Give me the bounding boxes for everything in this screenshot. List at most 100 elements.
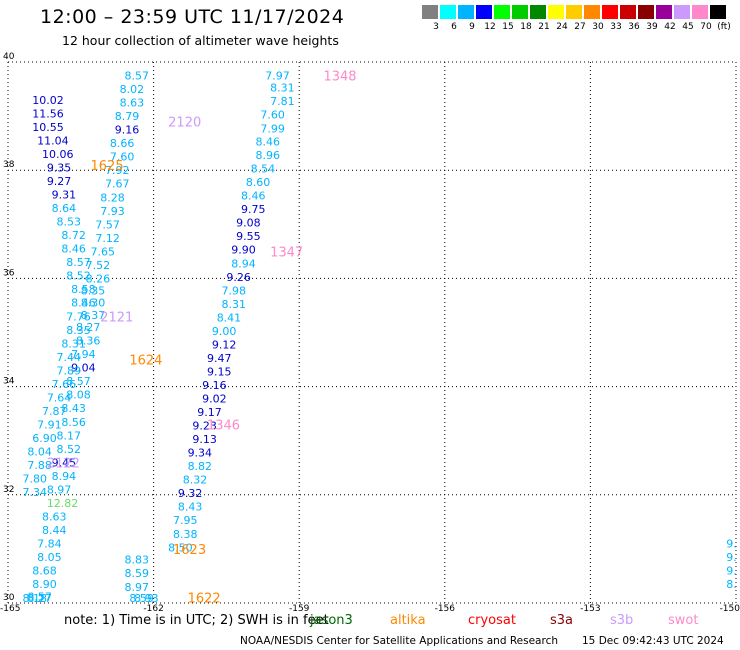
color-scale-swatch: [548, 5, 564, 19]
wave-height-value: 8.46: [61, 243, 86, 256]
wave-height-value: 8.52: [57, 443, 82, 456]
wave-height-value: 9.17: [197, 406, 222, 419]
wave-height-value: 7.94: [71, 348, 96, 361]
color-scale-swatch: [458, 5, 474, 19]
wave-height-value: 8.17: [57, 429, 82, 442]
longitude-tick-label: -159: [289, 604, 310, 614]
wave-height-value: 7.92: [105, 164, 130, 177]
latitude-tick-label: 32: [3, 485, 14, 495]
color-scale-swatch: [710, 5, 726, 19]
wave-height-value: 8.93: [134, 592, 159, 605]
footer-credit: NOAA/NESDIS Center for Satellite Applica…: [240, 635, 558, 647]
wave-height-value: 8.54: [251, 163, 276, 176]
wave-height-value: 10.02: [32, 94, 64, 107]
color-scale-swatch: [620, 5, 636, 19]
wave-height-value: 9.47: [207, 352, 232, 365]
satellite-legend: jason3 altika cryosat s3a s3b swot: [310, 613, 740, 631]
latitude-tick-label: 38: [3, 160, 15, 170]
track-id-label: 1624: [129, 354, 162, 369]
wave-height-value: 7.87: [42, 405, 66, 418]
wave-height-value: 9.16: [115, 124, 140, 137]
wave-height-value: 8.56: [61, 416, 86, 429]
track-id-label: 2122: [47, 456, 80, 471]
wave-height-value: 9.15: [207, 365, 232, 378]
wave-height-value: 7.98: [222, 284, 247, 297]
color-scale-swatch: [530, 5, 546, 19]
wave-height-value: 8.68: [32, 565, 57, 578]
wave-height-value: 7.65: [91, 245, 116, 258]
color-scale-swatch: [656, 5, 672, 19]
latitude-tick-label: 40: [3, 52, 15, 62]
wave-height-value: 9.04: [71, 362, 96, 375]
wave-height-value: 7.80: [23, 473, 47, 486]
wave-height-value: 7.88: [27, 459, 52, 472]
wave-height-value: 7.93: [100, 205, 125, 218]
track-id-label: 2120: [168, 116, 201, 131]
wave-height-value: 8.97: [124, 581, 149, 594]
longitude-tick-label: -150: [720, 604, 740, 614]
wave-height-value: 8.35: [66, 324, 91, 337]
wave-height-value: 8.08: [66, 389, 91, 402]
wave-height-value: 9.: [726, 537, 737, 550]
wave-height-value: 7.52: [86, 259, 111, 272]
wave-height-value: 8.30: [81, 297, 106, 310]
wave-height-value: 7.95: [173, 514, 198, 527]
wave-height-value: 8.46: [256, 136, 281, 149]
wave-height-value: 8.97: [47, 483, 72, 496]
color-scale-label: 3: [433, 22, 439, 32]
wave-height-value: 8.02: [120, 83, 145, 96]
color-scale-swatch: [566, 5, 582, 19]
wave-height-value: 7.97: [265, 70, 290, 83]
wave-height-value: 8.32: [183, 474, 208, 487]
color-scale-swatch: [476, 5, 492, 19]
wave-height-value: 8.35: [81, 284, 106, 297]
longitude-tick-label: -165: [0, 604, 20, 614]
wave-height-value: 9.08: [236, 217, 261, 230]
wave-height-value: 8.72: [61, 229, 86, 242]
map-title: 12:00 – 23:59 UTC 11/17/2024: [40, 6, 345, 28]
wave-height-value: 8.18: [23, 592, 47, 605]
color-scale-label: 21: [538, 22, 550, 32]
wave-height-value: 12.82: [47, 497, 79, 510]
wave-height-value: 8.36: [76, 335, 101, 348]
longitude-tick-label: -156: [435, 604, 456, 614]
color-scale-label: 36: [628, 22, 640, 32]
track-id-label: 1346: [207, 418, 240, 433]
track-id-label: 1625: [91, 159, 124, 174]
legend-item-s3b: s3b: [610, 613, 634, 628]
wave-height-value: 7.76: [66, 310, 91, 323]
wave-height-value: 8.63: [120, 97, 145, 110]
color-scale-label: 42: [664, 22, 676, 32]
wave-height-value: 8.79: [115, 110, 140, 123]
legend-item-cryosat: cryosat: [468, 613, 516, 628]
wave-height-value: 11.56: [32, 107, 64, 120]
wave-height-value: 9.27: [47, 175, 72, 188]
wave-height-value: 8.27: [27, 592, 52, 605]
wave-height-value: 7.60: [110, 151, 135, 164]
track-id-label: 2121: [100, 310, 133, 325]
wave-height-value: 9.13: [192, 433, 217, 446]
wave-height-value: 10.55: [32, 121, 64, 134]
color-scale-swatch: [692, 5, 708, 19]
color-scale-label: 6: [451, 22, 457, 32]
latitude-tick-label: 30: [3, 593, 15, 603]
wave-height-value: 8.37: [81, 309, 106, 322]
wave-height-value: 8.43: [178, 501, 203, 514]
wave-height-value: 9.: [726, 551, 737, 564]
legend-item-s3a: s3a: [550, 613, 574, 628]
wave-height-value: 9.75: [241, 203, 266, 216]
wave-height-value: 7.89: [57, 364, 82, 377]
color-scale-label: 70: [700, 22, 712, 32]
wave-height-value: 9.: [726, 565, 737, 578]
wave-height-value: 8.66: [110, 137, 135, 150]
color-scale-label: 33: [610, 22, 622, 32]
wave-height-value: 8.59: [129, 592, 154, 605]
map-subtitle: 12 hour collection of altimeter wave hei…: [62, 33, 339, 48]
longitude-tick-label: -153: [580, 604, 600, 614]
wave-height-value: 9.00: [212, 325, 237, 338]
wave-height-value: 7.81: [270, 95, 295, 108]
wave-height-value: 7.99: [260, 123, 285, 136]
wave-height-value: 8.31: [270, 81, 295, 94]
wave-height-value: 8.57: [124, 70, 149, 83]
